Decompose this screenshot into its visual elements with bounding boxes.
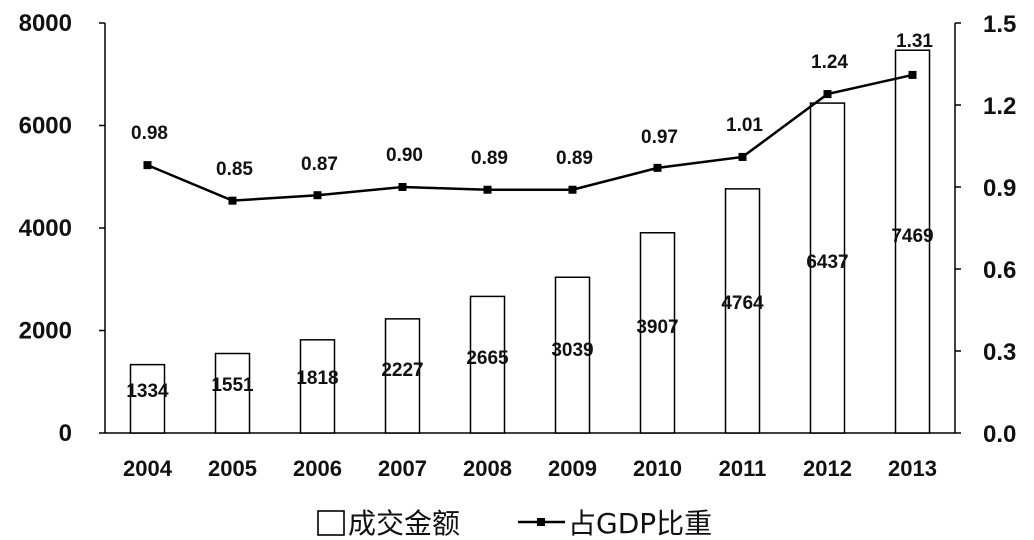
bar xyxy=(384,318,421,434)
series-line xyxy=(147,73,913,202)
bar-data-label: 2665 xyxy=(466,348,509,369)
line-point xyxy=(738,152,747,161)
bar xyxy=(894,49,931,434)
x-tick-label: 2009 xyxy=(548,456,597,481)
x-tick-label: 2006 xyxy=(293,456,342,481)
bar xyxy=(129,363,166,434)
bar-data-labels: 1334 1551 1818 2227 2665 3039 3907 4764 6437 7469 xyxy=(126,226,933,402)
left-y-axis: 0 2000 4000 6000 8000 xyxy=(19,10,106,447)
right-y-axis: 0.0 0.3 0.6 0.9 1.2 1.5 xyxy=(954,11,1016,448)
line-data-label: 0.89 xyxy=(471,148,508,169)
left-tick-label: 2000 xyxy=(19,318,72,345)
x-tick-label: 2005 xyxy=(208,456,257,481)
x-tick-label: 2007 xyxy=(378,456,427,481)
bar-data-label: 6437 xyxy=(806,252,848,273)
line-data-label: 1.01 xyxy=(726,115,763,136)
bar-data-label: 1334 xyxy=(126,381,169,402)
line-data-label: 0.97 xyxy=(641,127,678,148)
line-data-label: 0.90 xyxy=(386,145,423,166)
legend: 成交金额 占GDP比重 xyxy=(317,507,712,540)
right-tick-label: 0.6 xyxy=(983,257,1016,284)
bar-data-label: 7469 xyxy=(891,226,933,247)
line-data-label: 0.98 xyxy=(131,123,168,144)
x-axis: 2004 2005 2006 2007 2008 2009 2010 2011 2012 2013 xyxy=(105,432,955,481)
line-point xyxy=(483,185,492,194)
line-data-label: 0.87 xyxy=(301,154,338,175)
bar-data-label: 3039 xyxy=(551,340,593,361)
x-tick-label: 2011 xyxy=(719,456,767,481)
left-tick-label: 6000 xyxy=(19,113,72,140)
right-tick-label: 0.3 xyxy=(983,339,1016,366)
bar xyxy=(639,232,676,434)
bar xyxy=(469,295,506,434)
left-tick-label: 8000 xyxy=(19,10,72,37)
left-tick-label: 0 xyxy=(59,420,72,447)
legend-line-marker xyxy=(537,518,545,526)
line-data-labels: 0.98 0.85 0.87 0.90 0.89 0.89 0.97 1.01 1.24 1.31 xyxy=(131,31,933,180)
line-data-label: 0.85 xyxy=(216,159,253,180)
bar-data-label: 4764 xyxy=(721,293,764,314)
line-data-label: 1.24 xyxy=(811,52,848,73)
line-point xyxy=(908,70,917,79)
line-point xyxy=(228,196,237,205)
line-series xyxy=(143,70,917,205)
bar xyxy=(554,276,591,434)
line-point xyxy=(398,183,407,191)
line-point xyxy=(823,90,832,99)
x-tick-label: 2013 xyxy=(888,456,937,481)
bar-data-label: 1551 xyxy=(211,375,254,396)
left-tick-label: 4000 xyxy=(19,215,72,242)
x-tick-label: 2010 xyxy=(633,456,682,481)
bar-series xyxy=(129,49,931,434)
right-tick-label: 1.2 xyxy=(983,93,1016,120)
bar xyxy=(724,188,761,434)
right-tick-label: 1.5 xyxy=(983,11,1016,38)
bar xyxy=(299,339,336,434)
line-data-label: 0.89 xyxy=(556,148,593,169)
bar-data-label: 2227 xyxy=(381,360,423,381)
right-tick-label: 0.9 xyxy=(983,175,1016,202)
bar xyxy=(809,102,846,434)
line-point xyxy=(143,161,152,170)
x-tick-label: 2008 xyxy=(463,456,512,481)
right-tick-label: 0.0 xyxy=(983,421,1016,448)
legend-line-label: 占GDP比重 xyxy=(568,507,712,540)
legend-bar-swatch xyxy=(317,510,345,536)
bar-data-label: 1818 xyxy=(296,368,338,389)
bar-data-label: 3907 xyxy=(636,317,678,338)
line-point xyxy=(313,191,322,200)
line-point xyxy=(568,185,577,194)
line-data-label: 1.31 xyxy=(896,31,933,52)
legend-bar-label: 成交金额 xyxy=(348,507,460,540)
x-tick-label: 2012 xyxy=(803,456,852,481)
x-tick-label: 2004 xyxy=(123,456,173,481)
line-point xyxy=(653,163,662,172)
bar xyxy=(214,352,251,434)
